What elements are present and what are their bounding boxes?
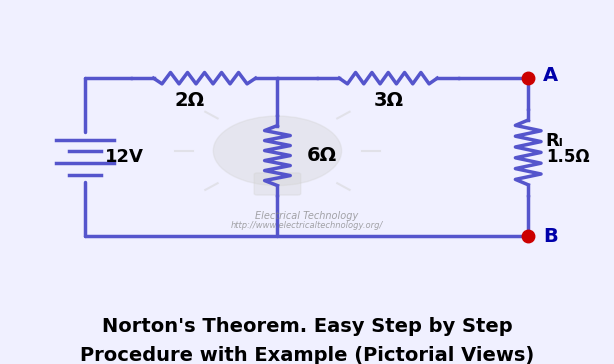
Text: Electrical Technology: Electrical Technology xyxy=(255,210,358,221)
Text: Procedure with Example (Pictorial Views): Procedure with Example (Pictorial Views) xyxy=(80,346,534,364)
Text: A: A xyxy=(543,66,558,84)
Text: B: B xyxy=(543,227,558,246)
Text: 6Ω: 6Ω xyxy=(306,146,336,165)
Circle shape xyxy=(213,116,341,186)
Text: Rₗ: Rₗ xyxy=(546,132,564,150)
FancyBboxPatch shape xyxy=(254,173,301,195)
Text: Norton's Theorem. Easy Step by Step: Norton's Theorem. Easy Step by Step xyxy=(102,317,512,336)
Text: 12V: 12V xyxy=(106,148,144,166)
Text: 1.5Ω: 1.5Ω xyxy=(546,148,589,166)
Text: 3Ω: 3Ω xyxy=(373,91,403,110)
Text: 2Ω: 2Ω xyxy=(175,91,205,110)
Text: http://www.electricaltechnology.org/: http://www.electricaltechnology.org/ xyxy=(230,221,383,230)
